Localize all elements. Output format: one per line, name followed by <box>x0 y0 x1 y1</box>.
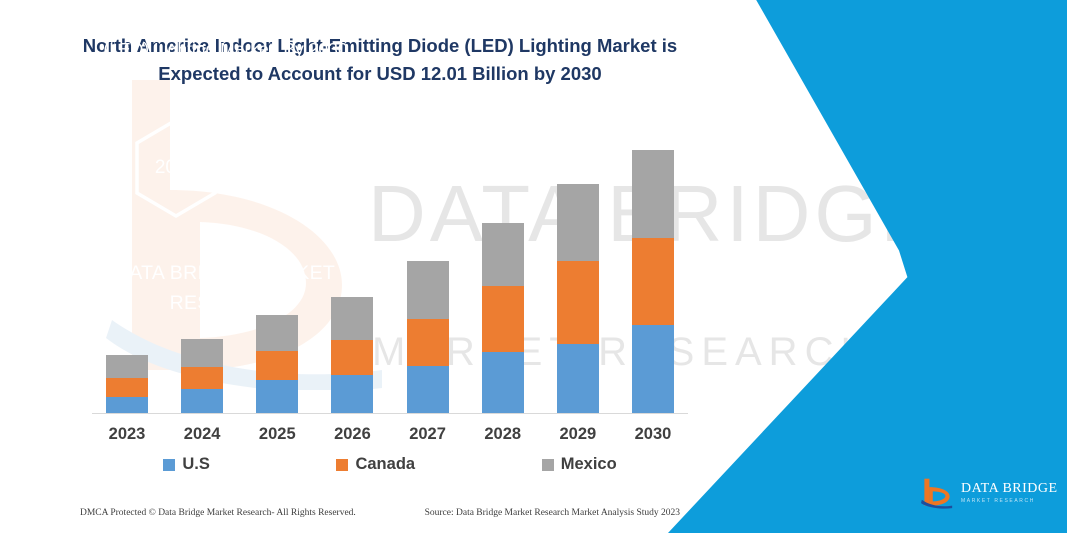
bar-segment-canada <box>481 286 524 352</box>
hexagon-icon <box>135 117 217 219</box>
legend-label: Canada <box>355 455 416 473</box>
x-axis-tick-labels: 2023 2024 2025 2026 2027 2028 2029 2030 <box>100 425 680 444</box>
bar-column <box>481 223 524 414</box>
bar-segment-mexico <box>106 355 148 378</box>
stacked-bar-chart <box>92 130 688 414</box>
bar-segment-canada <box>106 378 148 397</box>
bar-column <box>331 297 374 414</box>
bar-segment-us <box>256 380 299 414</box>
x-tick-2029: 2029 <box>559 425 597 443</box>
legend-label: U.S <box>182 455 210 473</box>
legend-swatch-icon <box>336 458 349 471</box>
bar-segment-us <box>481 352 524 414</box>
hexagon-badge-2023: 2023 <box>196 88 288 192</box>
brand-name-line1: DATA BRIDGE MARKET <box>114 262 336 284</box>
bar-segment-canada <box>406 319 449 366</box>
bar-segment-us <box>631 325 674 414</box>
bar-column <box>406 261 449 414</box>
brand-panel-title: North America Indoor Light-Emitting Diod… <box>61 13 390 60</box>
brand-name: DATA BRIDGE MARKET RESEARCH <box>30 258 420 318</box>
data-bridge-logo: DATA BRIDGE MARKET RESEARCH <box>920 477 1058 509</box>
bar-segment-mexico <box>406 261 449 319</box>
logo-subtitle-text: MARKET RESEARCH <box>961 497 1035 504</box>
bar-segment-us <box>556 344 599 414</box>
x-axis-line <box>92 413 688 414</box>
footer: DMCA Protected © Data Bridge Market Rese… <box>80 508 680 518</box>
bar-segment-us <box>406 366 449 414</box>
x-tick-2028: 2028 <box>484 425 522 443</box>
page-title: North America Indoor Light-Emitting Diod… <box>82 35 678 84</box>
bar-segment-mexico <box>181 339 224 367</box>
bar-column <box>631 150 674 414</box>
bar-group <box>100 130 680 414</box>
footer-copyright: DMCA Protected © Data Bridge Market Rese… <box>80 508 356 518</box>
data-bridge-mark-icon <box>921 478 953 509</box>
x-tick-2030: 2030 <box>634 425 672 443</box>
legend-swatch-icon <box>163 458 176 471</box>
bar-segment-mexico <box>556 184 599 261</box>
hexagon-label-2023: 2023 <box>220 129 264 150</box>
bar-segment-canada <box>256 351 299 380</box>
x-tick-2023: 2023 <box>108 425 146 443</box>
chart-legend: U.S Canada Mexico <box>100 455 680 474</box>
bar-segment-canada <box>181 367 224 389</box>
bar-segment-mexico <box>256 315 299 351</box>
hexagon-badges: 2030 2023 <box>120 88 370 220</box>
bar-column <box>181 339 224 414</box>
bar-column <box>256 315 299 414</box>
hexagon-label-2030: 2030 <box>154 157 198 178</box>
bar-segment-canada <box>331 340 374 375</box>
bar-segment-us <box>106 397 148 414</box>
bar-segment-canada <box>631 238 674 325</box>
x-tick-2026: 2026 <box>334 425 371 443</box>
bar-segment-canada <box>556 261 599 344</box>
bar-segment-mexico <box>331 297 374 340</box>
legend-item-us[interactable]: U.S <box>163 455 210 474</box>
legend-label: Mexico <box>560 455 617 473</box>
bar-segment-mexico <box>631 150 674 238</box>
bar-segment-us <box>331 375 374 414</box>
bar-segment-us <box>181 389 224 414</box>
bar-column <box>556 184 599 414</box>
x-tick-2024: 2024 <box>183 425 221 443</box>
brand-name-line2: RESEARCH <box>169 292 281 315</box>
hexagon-badge-2030: 2030 <box>130 116 222 220</box>
bar-segment-mexico <box>481 223 524 286</box>
bar-column <box>106 355 148 414</box>
data-bridge-wordmark: DATA BRIDGE MARKET RESEARCH <box>961 482 1058 504</box>
legend-item-canada[interactable]: Canada <box>336 455 415 474</box>
footer-source: Source: Data Bridge Market Research Mark… <box>424 508 680 518</box>
hexagon-icon <box>201 89 283 191</box>
logo-wordmark-text: DATA BRIDGE <box>961 481 1058 497</box>
legend-swatch-icon <box>541 458 554 471</box>
x-tick-2027: 2027 <box>409 425 446 443</box>
x-tick-2025: 2025 <box>258 425 296 443</box>
legend-item-mexico[interactable]: Mexico <box>541 455 617 474</box>
